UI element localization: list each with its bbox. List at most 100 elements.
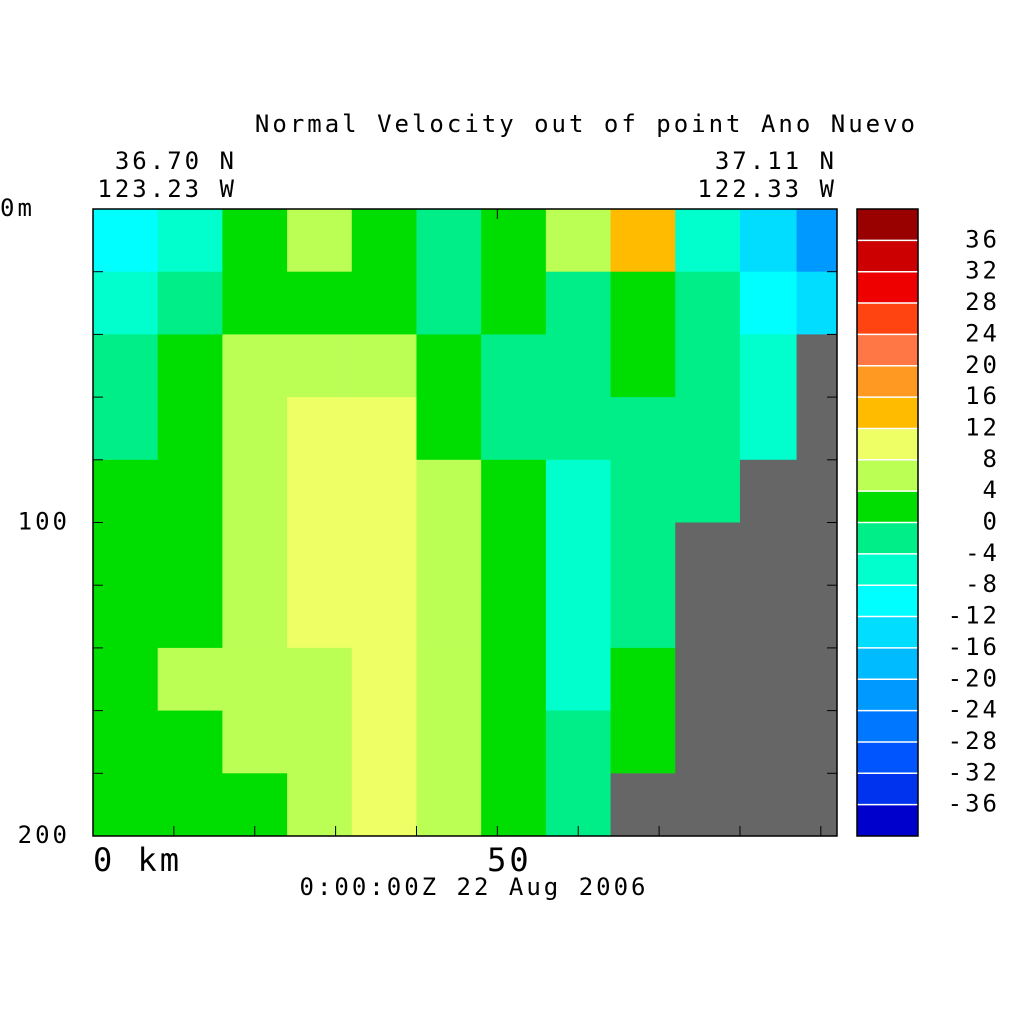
land	[796, 459, 838, 523]
colorbar-label: -32	[948, 758, 1000, 786]
contour-cell	[416, 397, 482, 461]
contour-cell	[93, 334, 159, 398]
land	[675, 710, 741, 774]
colorbar-band	[857, 240, 918, 272]
contour-cell	[222, 585, 288, 649]
colorbar-band	[857, 397, 918, 429]
contour-cell	[287, 459, 353, 523]
corner-label: 37.11 N	[715, 147, 837, 175]
colorbar-band	[857, 209, 918, 241]
land	[796, 710, 838, 774]
x-tick-label: 0 km	[93, 841, 182, 879]
contour-cell	[351, 647, 417, 712]
land	[796, 522, 838, 586]
contour-cell	[93, 459, 159, 523]
land	[739, 710, 798, 774]
colorbar-label: 28	[965, 288, 1000, 316]
colorbar-band	[857, 271, 918, 304]
colorbar-band	[857, 679, 918, 711]
contour-cell	[545, 209, 612, 273]
contour-cell	[545, 522, 612, 586]
colorbar-band	[857, 773, 918, 805]
land	[739, 585, 798, 649]
land	[739, 773, 798, 837]
x-tick-label: 50	[487, 841, 532, 879]
contour-cell	[287, 585, 353, 649]
contour-cell	[287, 647, 353, 712]
colorbar-band	[857, 710, 918, 742]
contour-cell	[481, 522, 547, 586]
colorbar-band	[857, 741, 918, 774]
contour-cell	[222, 209, 288, 273]
contour-cell	[675, 459, 741, 523]
colorbar-label: 20	[965, 351, 1000, 379]
contour-cell	[157, 459, 223, 523]
contour-cell	[157, 773, 223, 837]
contour-cell	[610, 459, 676, 523]
colorbar-band	[857, 616, 918, 648]
contour-cell	[351, 209, 417, 273]
contour-cell	[222, 647, 288, 712]
colorbar-band	[857, 334, 918, 366]
colorbar-label: 24	[965, 319, 1000, 347]
colorbar-label: -28	[948, 727, 1000, 755]
contour-cell	[351, 773, 417, 837]
corner-label: 122.33 W	[697, 175, 837, 203]
contour-cell	[739, 397, 798, 461]
contour-cell	[93, 209, 159, 273]
contour-cell	[287, 271, 353, 335]
contour-cell	[351, 397, 417, 461]
contour-cell	[93, 710, 159, 774]
colorbar-band	[857, 303, 918, 335]
contour-cell	[351, 459, 417, 523]
y-tick-label: 100	[18, 508, 70, 536]
contour-cell	[157, 397, 223, 461]
contour-cell	[222, 271, 288, 335]
contour-cell	[287, 710, 353, 774]
colorbar-label: -12	[948, 602, 1000, 630]
contour-cell	[287, 397, 353, 461]
contour-cell	[351, 334, 417, 398]
contour-cell	[481, 334, 547, 398]
contour-cell	[675, 271, 741, 335]
contour-cell	[610, 585, 676, 649]
land	[739, 522, 798, 586]
contour-cell	[222, 522, 288, 586]
contour-cell	[287, 209, 353, 273]
chart-title: Normal Velocity out of point Ano Nuevo	[255, 110, 918, 138]
colorbar-band	[857, 459, 918, 492]
contour-cell	[222, 397, 288, 461]
land	[610, 773, 676, 837]
land	[739, 647, 798, 712]
colorbar-label: -8	[965, 570, 1000, 598]
land	[796, 585, 838, 649]
colorbar-label: 32	[965, 257, 1000, 285]
colorbar-frame	[856, 208, 919, 837]
contour-cell	[351, 585, 417, 649]
contour-cell	[93, 271, 159, 335]
contour-cell	[545, 271, 612, 335]
contour-cell	[93, 522, 159, 586]
contour-cell	[610, 647, 676, 712]
contour-cell	[739, 209, 798, 273]
contour-cell	[675, 397, 741, 461]
contour-cell	[739, 271, 798, 335]
contour-cell	[157, 271, 223, 335]
colorbar-label: -16	[948, 633, 1000, 661]
contour-cell	[416, 585, 482, 649]
contour-cell	[416, 710, 482, 774]
contour-cell	[610, 397, 676, 461]
contour-cell	[157, 585, 223, 649]
contour-cell	[481, 710, 547, 774]
contour-cell	[739, 334, 798, 398]
colorbar-label: -4	[965, 539, 1000, 567]
contour-cell	[610, 271, 676, 335]
contour-cell	[416, 459, 482, 523]
contour-cell	[93, 585, 159, 649]
contour-cell	[351, 710, 417, 774]
land	[739, 459, 798, 523]
contour-cell	[545, 459, 612, 523]
contour-cell	[545, 773, 612, 837]
contour-cell	[545, 710, 612, 774]
